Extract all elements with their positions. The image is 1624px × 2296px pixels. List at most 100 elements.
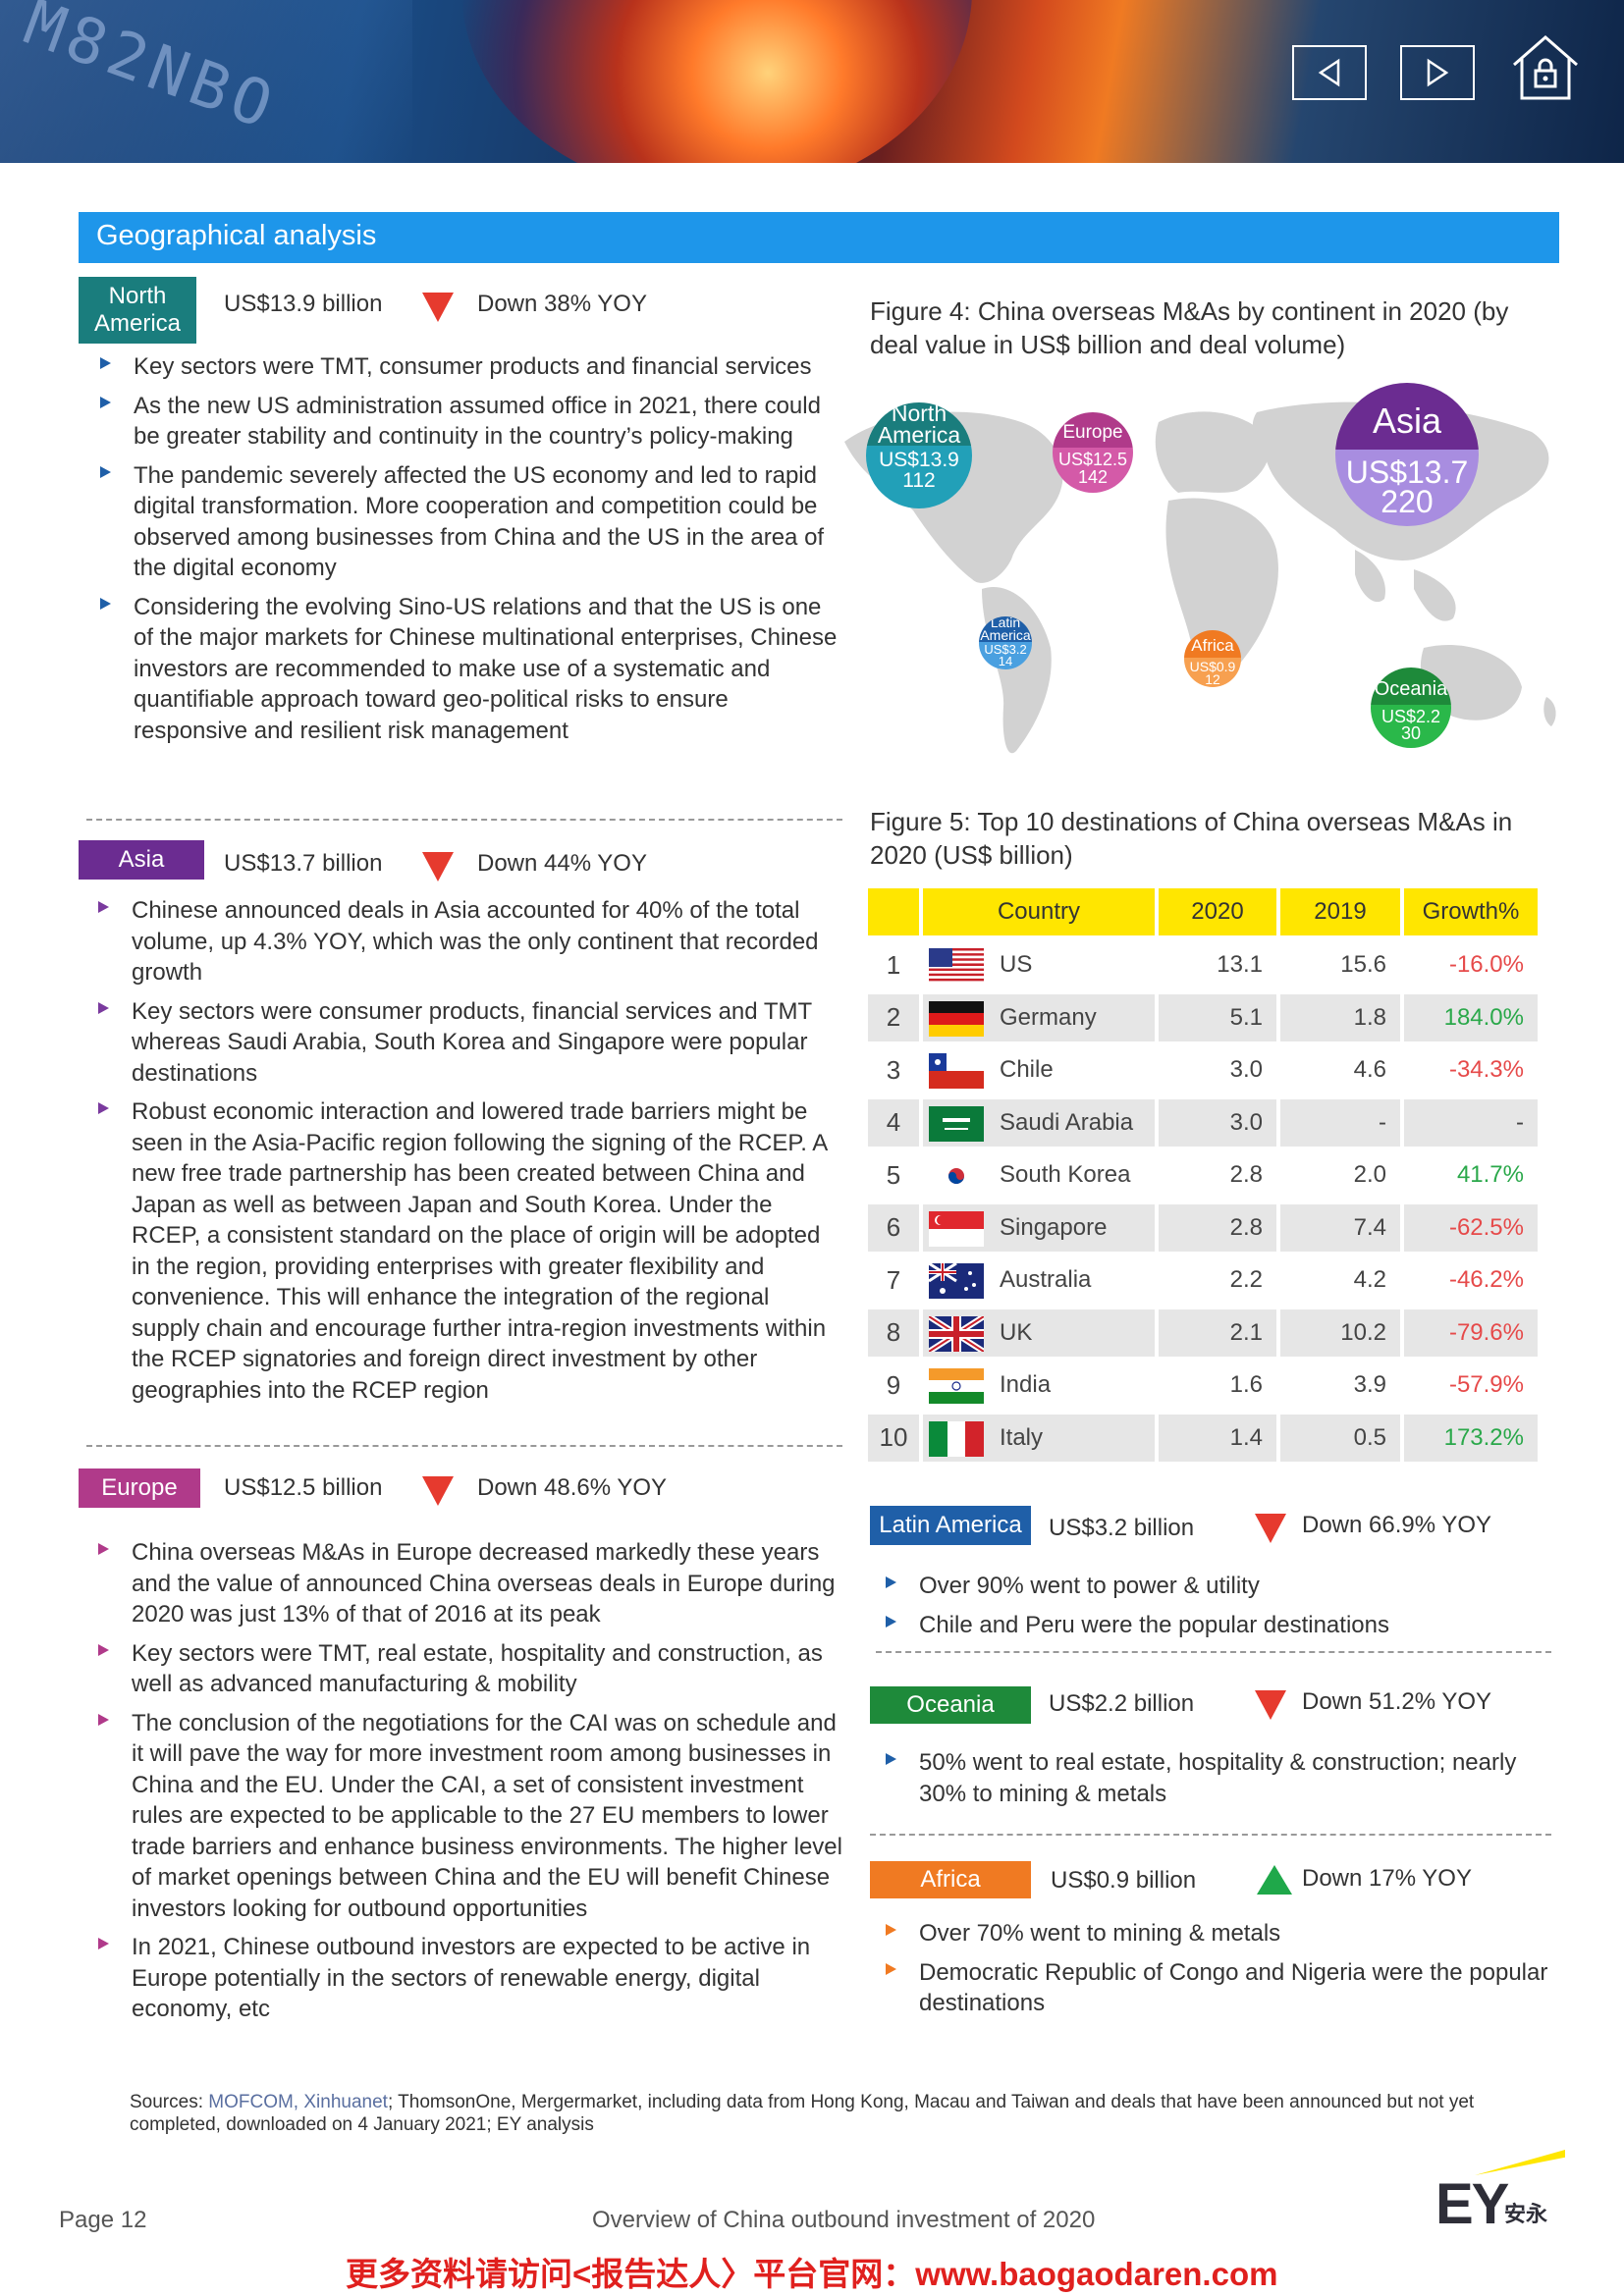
value-2019-cell: 2.0 xyxy=(1353,1161,1386,1188)
value-2019-cell: 0.5 xyxy=(1280,1414,1400,1462)
latin-america-value: US$3.2 billion xyxy=(1049,1515,1195,1541)
figure4-title: Figure 4: China overseas M&As by contine… xyxy=(870,296,1509,359)
section-title: Geographical analysis xyxy=(79,212,1559,263)
latin-america-change: Down 66.9% YOY xyxy=(1302,1512,1491,1538)
us-flag-icon xyxy=(929,948,984,984)
footer-title: Overview of China outbound investment of… xyxy=(592,2207,1096,2233)
value-2020-cell: 3.0 xyxy=(1159,1098,1276,1147)
asia-bullets: Chinese announced deals in Asia accounte… xyxy=(96,895,842,1414)
ey-logo: EY 安永 xyxy=(1435,2146,1565,2236)
bullet-marker-icon xyxy=(886,1576,896,1588)
divider xyxy=(876,1651,1551,1653)
bullet-marker-icon xyxy=(98,1643,109,1656)
country-name: India xyxy=(1000,1371,1052,1398)
down-arrow-icon xyxy=(1255,1690,1286,1720)
growth-cell: - xyxy=(1404,1098,1538,1147)
value-2020-cell: 2.1 xyxy=(1159,1308,1276,1357)
header-country: Country xyxy=(923,888,1155,935)
header-2020: 2020 xyxy=(1159,888,1276,935)
home-button[interactable] xyxy=(1508,29,1583,104)
bullet-text: The pandemic severely affected the US ec… xyxy=(134,461,825,582)
oceania-bubble: Oceania US$2.2 30 xyxy=(1371,667,1451,748)
list-item: Chile and Peru were the popular destinat… xyxy=(884,1610,1551,1641)
list-item: Key sectors were TMT, consumer products … xyxy=(98,351,844,383)
bullet-marker-icon xyxy=(98,1102,109,1114)
chevron-right-icon xyxy=(1427,58,1449,87)
list-item: Key sectors were TMT, real estate, hospi… xyxy=(96,1638,852,1700)
table-row: 3 Chile 3.0 4.6 -34.3% xyxy=(868,1046,1538,1094)
bullet-text: Over 70% went to mining & metals xyxy=(919,1920,1281,1947)
africa-value: US$0.9 billion xyxy=(1051,1867,1197,1894)
header-banner: M82NBO xyxy=(0,0,1624,163)
prev-page-button[interactable] xyxy=(1292,45,1367,100)
europe-change: Down 48.6% YOY xyxy=(477,1474,667,1501)
down-arrow-icon xyxy=(422,1476,454,1506)
growth-cell: 173.2% xyxy=(1404,1414,1538,1462)
north-america-bubble: North America US$13.9 112 xyxy=(866,402,972,508)
africa-bubble: Africa US$0.9 12 xyxy=(1184,630,1241,687)
header-rank-cell xyxy=(868,888,919,935)
bullet-marker-icon xyxy=(886,1753,896,1765)
table-row: 2 Germany 5.1 1.8 184.0% xyxy=(868,993,1538,1041)
down-arrow-icon xyxy=(422,852,454,881)
bullet-text: Key sectors were TMT, real estate, hospi… xyxy=(132,1639,823,1698)
bubble-value: US$12.5 xyxy=(1057,450,1128,469)
watermark-link[interactable]: 更多资料请访问<报告达人〉平台官网：www.baogaodaren.com xyxy=(346,2256,1278,2292)
country-name: Australia xyxy=(1000,1266,1092,1293)
value-2020-cell: 2.8 xyxy=(1229,1161,1263,1188)
next-page-button[interactable] xyxy=(1400,45,1475,100)
list-item: 50% went to real estate, hospitality & c… xyxy=(884,1747,1551,1809)
rank-cell: 5 xyxy=(886,1159,901,1190)
table-header-row: Country 2020 2019 Growth% xyxy=(868,888,1538,935)
home-lock-icon xyxy=(1513,35,1578,100)
bubble-value: US$13.9 xyxy=(879,449,959,471)
bullet-marker-icon xyxy=(98,1543,109,1555)
value-2020-cell: 3.0 xyxy=(1229,1056,1263,1083)
bullet-marker-icon xyxy=(98,1938,109,1949)
latin-america-bubble: Latin America US$3.2 14 xyxy=(979,616,1032,669)
bullet-text: China overseas M&As in Europe decreased … xyxy=(132,1539,836,1628)
bubble-value: US$2.2 xyxy=(1380,707,1441,726)
value-2020-cell: 1.4 xyxy=(1159,1414,1276,1462)
bubble-name: Latin xyxy=(990,616,1021,630)
south-korea-flag-icon xyxy=(929,1158,984,1194)
chile-flag-icon xyxy=(929,1053,984,1089)
value-2019-cell: 4.6 xyxy=(1353,1056,1386,1083)
ey-logo-chinese: 安永 xyxy=(1504,2202,1548,2226)
banner-glow xyxy=(0,0,412,163)
europe-value: US$12.5 billion xyxy=(224,1474,383,1501)
sources-prefix: Sources: xyxy=(130,2092,209,2112)
list-item: The conclusion of the negotiations for t… xyxy=(96,1708,852,1925)
country-name: US xyxy=(1000,951,1033,978)
chevron-left-icon xyxy=(1318,58,1340,87)
europe-bullets: China overseas M&As in Europe decreased … xyxy=(96,1537,852,2033)
rank-cell: 7 xyxy=(886,1264,901,1295)
bubble-count: 12 xyxy=(1205,671,1220,687)
bullet-marker-icon xyxy=(100,465,111,478)
ey-logo-letters: EY xyxy=(1435,2172,1509,2236)
germany-flag-icon xyxy=(929,1000,984,1037)
bullet-text: Robust economic interaction and lowered … xyxy=(132,1098,827,1404)
divider xyxy=(870,1834,1551,1836)
table-row: 9 India 1.6 3.9 -57.9% xyxy=(868,1362,1538,1409)
rank-cell: 9 xyxy=(886,1369,901,1400)
asia-value: US$13.7 billion xyxy=(224,850,383,877)
uk-flag-icon xyxy=(927,1312,986,1355)
list-item: Chinese announced deals in Asia accounte… xyxy=(96,895,842,988)
india-flag-icon xyxy=(929,1368,984,1404)
list-item: Robust economic interaction and lowered … xyxy=(96,1096,842,1406)
banner-globe-image xyxy=(461,0,972,163)
bullet-marker-icon xyxy=(98,1001,109,1014)
bullet-marker-icon xyxy=(100,396,111,408)
north-america-label-line2: America xyxy=(93,310,182,337)
singapore-flag-icon xyxy=(929,1210,984,1247)
list-item: The pandemic severely affected the US ec… xyxy=(98,460,844,584)
country-name: Chile xyxy=(1000,1056,1054,1083)
africa-bullets: Over 70% went to mining & metals Democra… xyxy=(884,1918,1551,2027)
bullet-text: Chile and Peru were the popular destinat… xyxy=(919,1611,1389,1638)
bubble-count: 220 xyxy=(1380,484,1434,519)
north-america-label: North America xyxy=(79,277,196,344)
table-row: 7 Australia 2.2 4.2 -46.2% xyxy=(868,1256,1538,1304)
bullet-text: Considering the evolving Sino-US relatio… xyxy=(134,593,838,744)
bullet-marker-icon xyxy=(100,597,111,610)
